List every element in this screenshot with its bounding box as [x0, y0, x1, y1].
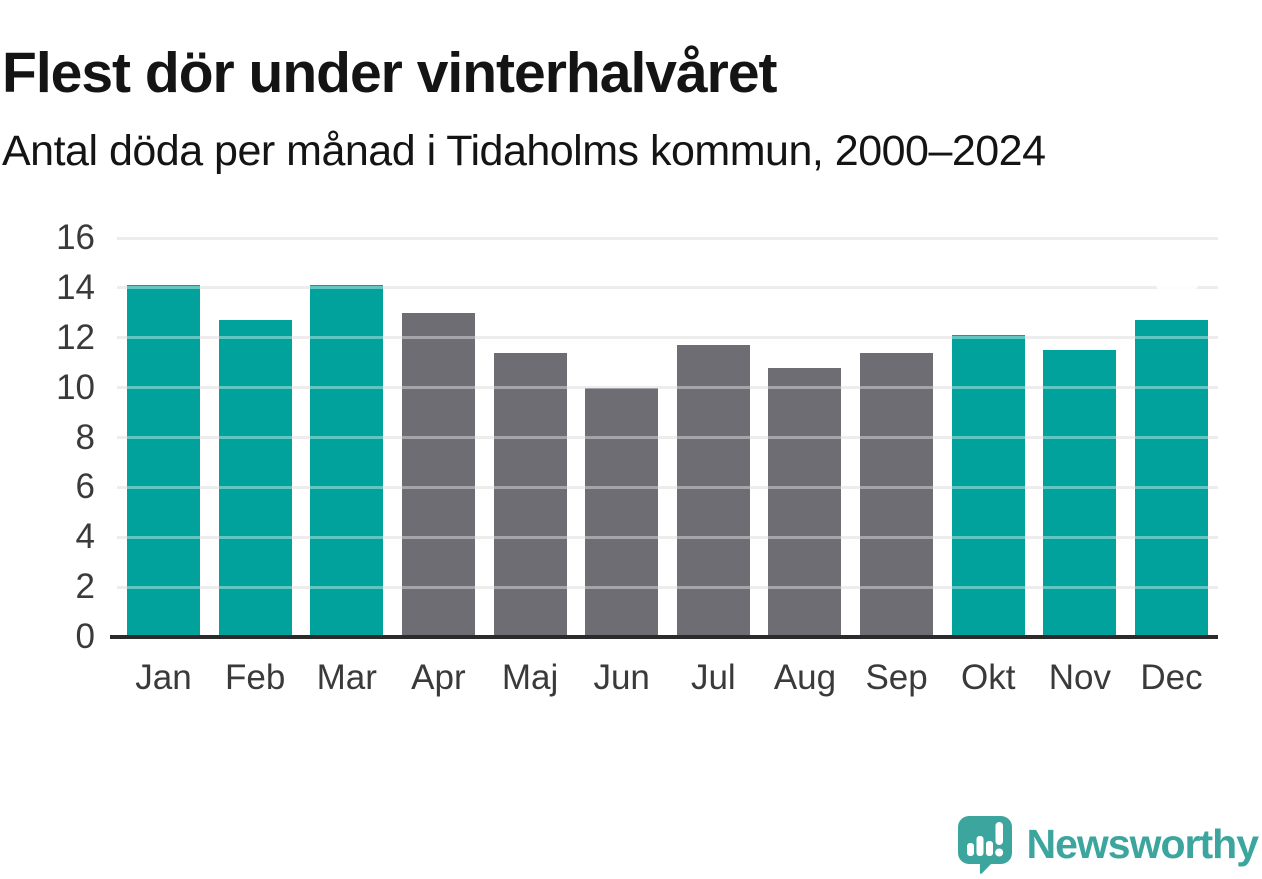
gridline-6	[117, 485, 1218, 489]
logo-bar-2	[976, 836, 983, 856]
bar-nov	[1043, 350, 1117, 637]
bar-maj	[493, 352, 567, 637]
logo-bar-3	[985, 841, 993, 856]
chart-subtitle: Antal döda per månad i Tidaholms kommun,…	[2, 127, 1046, 175]
gridline-overlay-6	[117, 485, 1218, 489]
newsworthy-speech-bubble-barchart-icon	[957, 816, 1012, 874]
x-tick-label-jul: Jul	[690, 658, 736, 697]
gridline-overlay-8	[117, 436, 1218, 439]
x-tick-label-mar: Mar	[316, 658, 377, 697]
logo-exclamation-dot	[994, 848, 1003, 857]
y-tick-label-0: 0	[75, 617, 95, 656]
x-tick-label-jan: Jan	[135, 658, 192, 697]
x-tick-label-aug: Aug	[773, 658, 837, 697]
logo-bar-1	[966, 843, 974, 856]
gridline-overlay-14	[117, 286, 1218, 290]
gridline-10	[117, 386, 1218, 390]
bar-sep	[860, 352, 934, 637]
gridline-overlay-12	[117, 336, 1218, 340]
brand-name: Newsworthy	[1026, 821, 1259, 867]
y-tick-label-12: 12	[56, 317, 95, 357]
gridline-overlay-16	[117, 236, 1218, 240]
bar-feb	[218, 320, 292, 637]
gridline-16	[117, 236, 1218, 240]
bar-okt	[951, 335, 1025, 637]
newsworthy-logo-link[interactable]: Newsworthy	[955, 813, 1259, 875]
y-tick-label-10: 10	[56, 367, 95, 407]
bar-apr	[401, 312, 475, 637]
x-tick-label-sep: Sep	[865, 658, 928, 697]
bar-mar	[310, 285, 384, 637]
bar-dec	[1135, 320, 1208, 637]
x-tick-label-apr: Apr	[411, 658, 466, 697]
x-tick-label-maj: Maj	[501, 658, 559, 697]
gridline-14	[117, 286, 1218, 290]
x-tick-label-nov: Nov	[1048, 658, 1111, 697]
y-tick-label-6: 6	[75, 467, 95, 507]
bar-jan	[127, 285, 200, 637]
x-tick-label-feb: Feb	[224, 658, 286, 697]
gridline-4	[117, 535, 1218, 539]
x-axis-line	[110, 635, 1218, 639]
gridline-highlight-artifact	[1156, 280, 1198, 290]
logo-exclamation-stem	[995, 822, 1003, 845]
gridline-12	[117, 336, 1218, 340]
chart-title: Flest dör under vinterhalvåret	[2, 41, 778, 106]
y-tick-label-16: 16	[56, 218, 95, 257]
x-tick-label-okt: Okt	[960, 658, 1016, 697]
bar-jul	[676, 345, 750, 637]
y-tick-label-8: 8	[75, 417, 95, 457]
bar-aug	[768, 367, 842, 637]
y-tick-label-4: 4	[75, 517, 95, 557]
x-tick-label-jun: Jun	[593, 658, 650, 697]
y-tick-label-2: 2	[75, 567, 95, 607]
bar-jun	[585, 387, 659, 637]
x-tick-label-dec: Dec	[1140, 658, 1203, 697]
gridline-8	[117, 436, 1218, 439]
gridline-overlay-2	[117, 585, 1218, 589]
gridline-2	[117, 585, 1218, 589]
gridline-overlay-4	[117, 535, 1218, 539]
gridline-overlay-10	[117, 386, 1218, 390]
y-tick-label-14: 14	[56, 267, 95, 307]
